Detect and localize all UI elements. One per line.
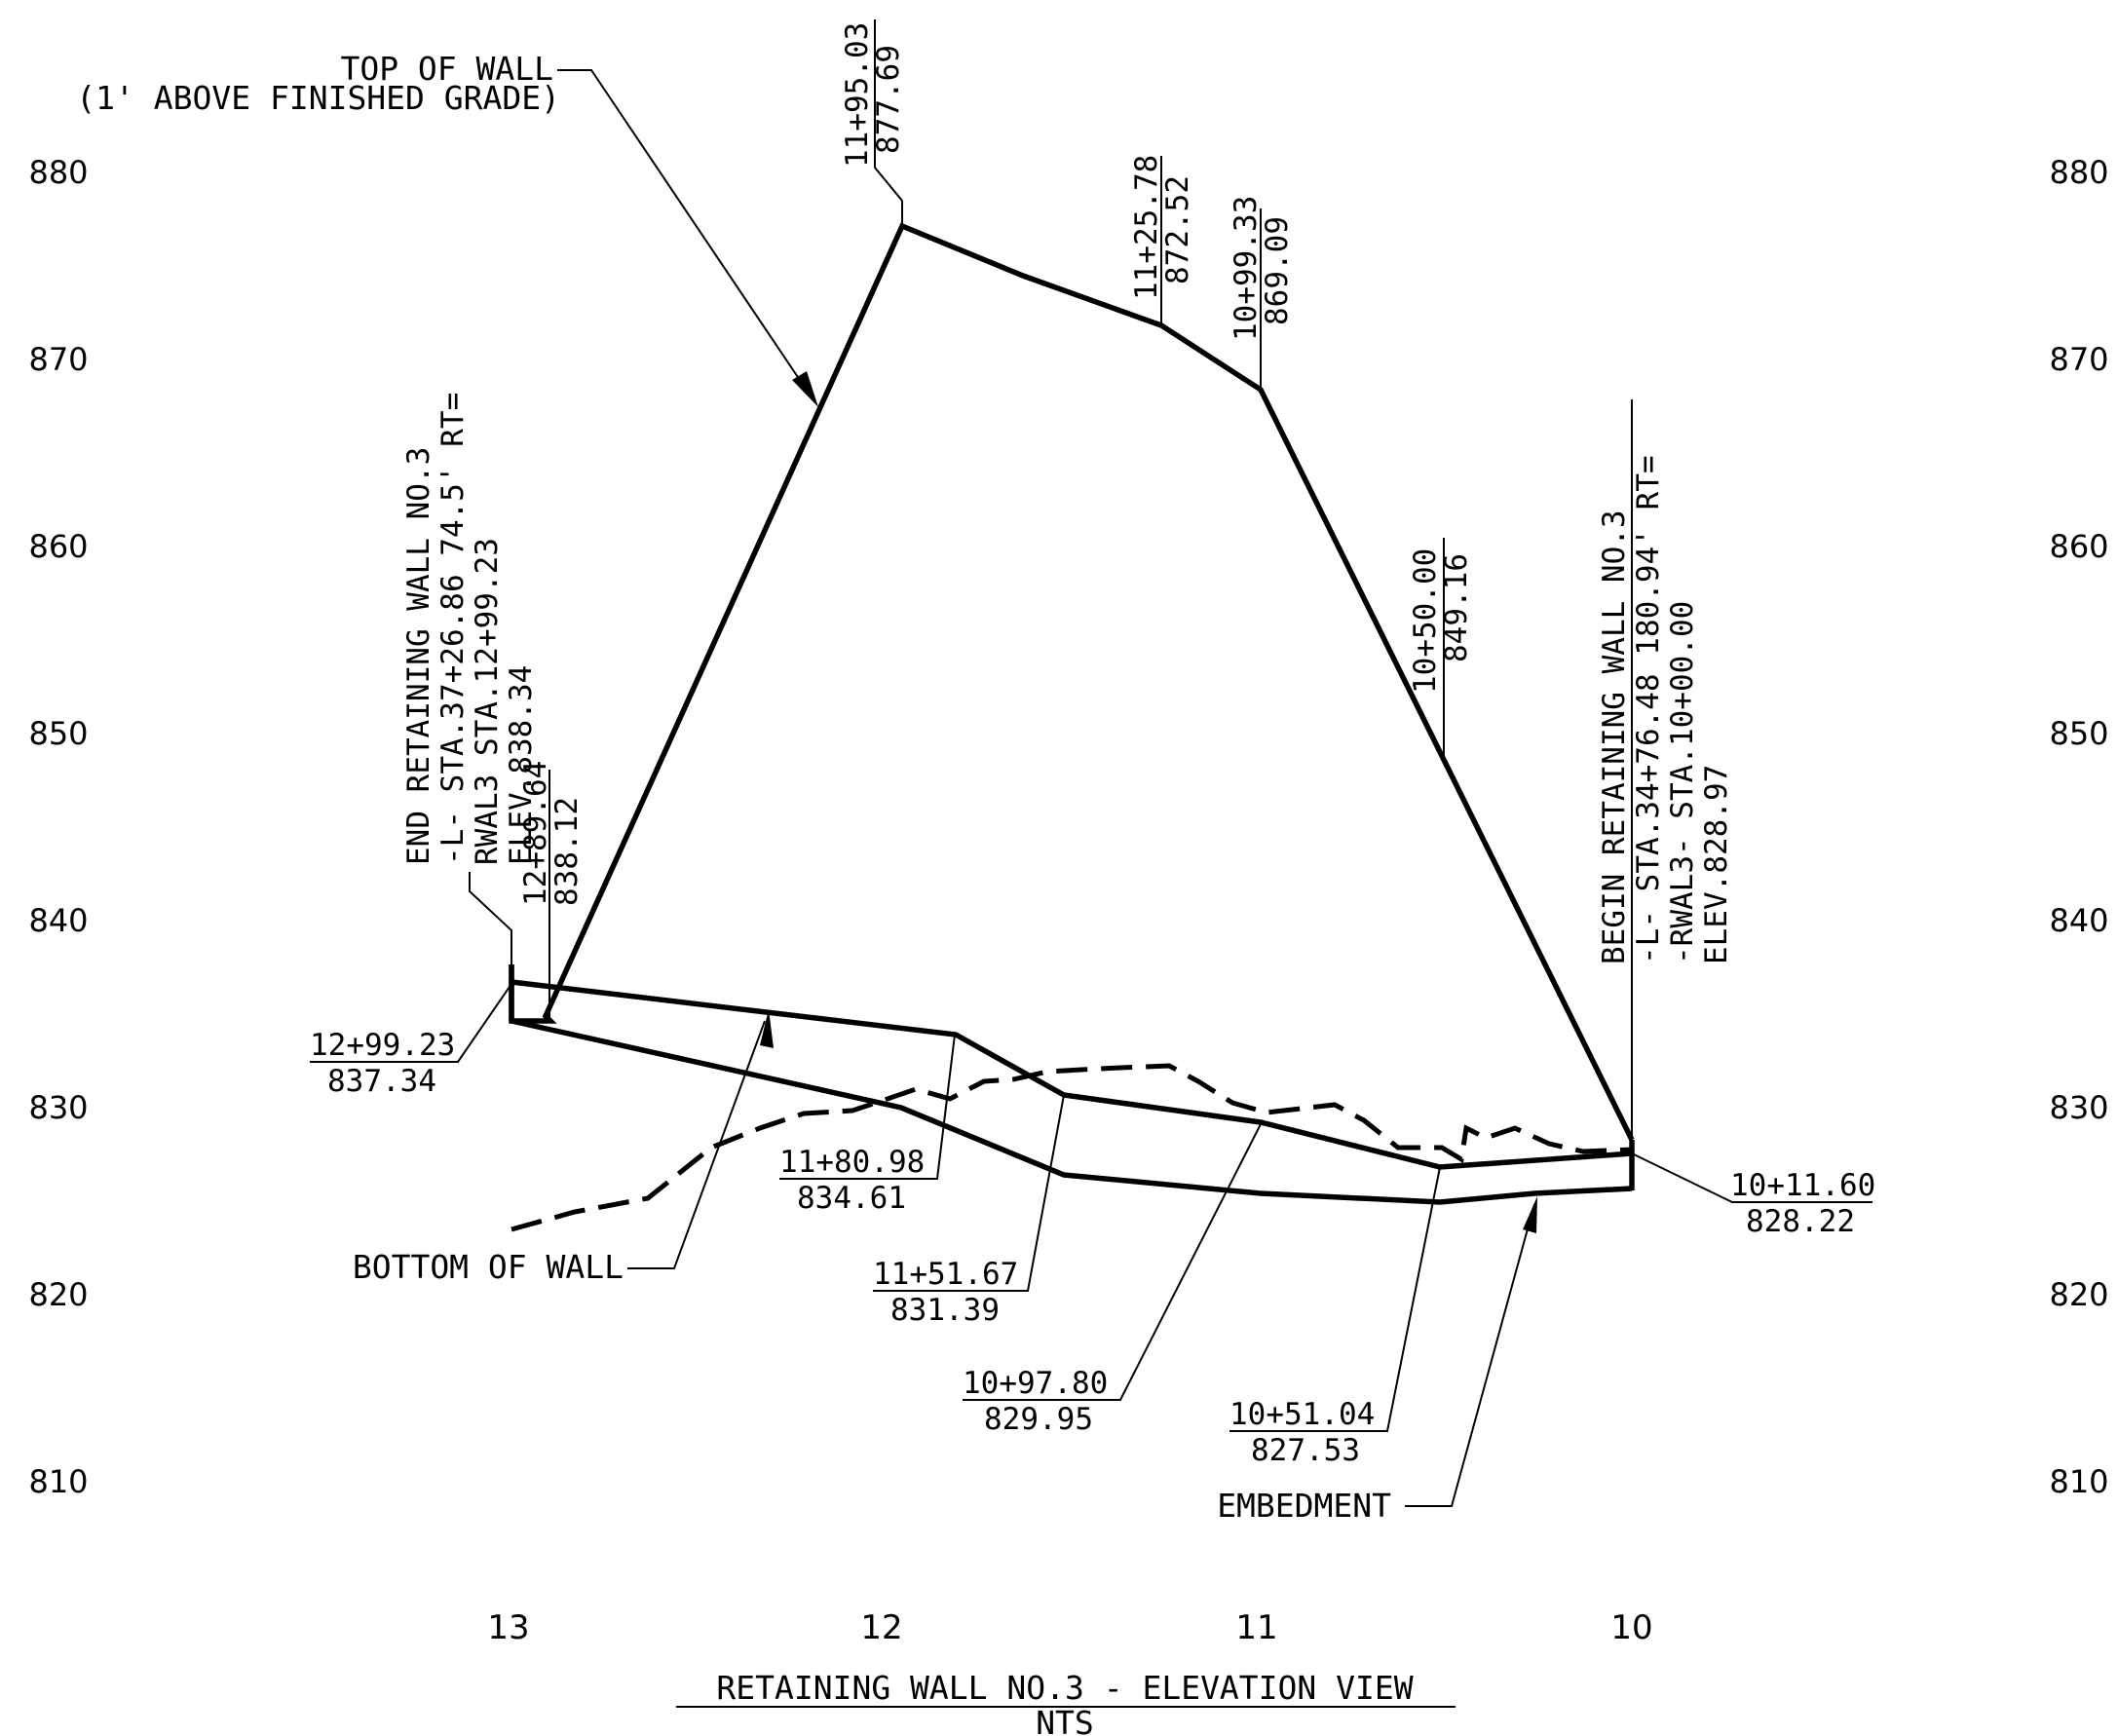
bottom-callout-10-51-04: 10+51.04 827.53 [1229,1166,1441,1468]
top-callout-11-95-03: 11+95.03 877.69 [840,19,906,202]
callout-station: 12+89.64 [518,761,553,906]
y-tick-860-left: 860 [28,528,88,565]
callout-station: 11+80.98 [779,1145,925,1180]
callout-elevation: 827.53 [1251,1433,1360,1468]
bottom-callout-11-51-67: 11+51.67 831.39 [873,1094,1065,1328]
top-callout-12-89-64: 12+89.64 838.12 [518,761,585,1018]
x-tick-11: 11 [1235,1608,1277,1647]
bottom-of-wall-arrowhead [760,1009,774,1048]
bottom-of-wall-leader [627,1020,766,1269]
drawing-scale: NTS [1036,1704,1094,1736]
end-note-leader [469,872,512,966]
x-axis-stations: 13 12 11 10 [487,1608,1652,1647]
begin-note-line2: -L- STA.34+76.48 180.94' RT= [1631,455,1666,964]
y-tick-850-right: 850 [2049,715,2108,752]
embedment-callout: EMBEDMENT [1217,1196,1537,1525]
drawing-title: RETAINING WALL NO.3 - ELEVATION VIEW [716,1669,1413,1707]
callout-elevation: 834.61 [797,1181,906,1216]
callout-leader [874,19,903,202]
callout-station: 10+97.80 [963,1366,1108,1401]
bottom-callout-11-80-98: 11+80.98 834.61 [779,1034,956,1216]
x-tick-10: 10 [1610,1608,1652,1647]
top-of-wall-arrowhead [792,371,818,407]
bottom-callout-12-99-23: 12+99.23 837.34 [310,983,512,1099]
end-note-line3: RWAL3 STA.12+99.23 [470,538,505,865]
drawing-title-block: RETAINING WALL NO.3 - ELEVATION VIEW NTS [676,1669,1456,1736]
y-tick-820-left: 820 [28,1276,88,1313]
top-callout-11-25-78: 11+25.78 872.52 [1129,155,1195,325]
y-axis-right: 880 870 860 850 840 830 820 810 [2049,154,2108,1500]
callout-elevation: 831.39 [890,1293,1000,1328]
callout-leader [1229,1166,1441,1432]
bottom-of-wall-callout: BOTTOM OF WALL [353,1009,774,1286]
begin-note-line3: -RWAL3- STA.10+00.00 [1665,601,1700,964]
callout-station: 11+95.03 [840,22,875,168]
embedment-line [511,1018,1633,1205]
callout-elevation: 877.69 [871,45,906,154]
bottom-of-wall-label: BOTTOM OF WALL [353,1248,624,1286]
callout-station: 10+11.60 [1730,1168,1875,1203]
callout-station: 11+51.67 [873,1257,1018,1292]
top-of-wall-note: (1' ABOVE FINISHED GRADE) [76,79,560,117]
top-callout-10-99-33: 10+99.33 869.09 [1229,196,1295,390]
y-tick-830-right: 830 [2049,1089,2108,1126]
callout-elevation: 838.12 [549,797,585,906]
callout-leader [310,983,512,1063]
end-wall-note: END RETAINING WALL NO.3 -L- STA.37+26.86… [401,393,539,966]
y-tick-870-right: 870 [2049,341,2108,378]
y-tick-810-left: 810 [28,1463,88,1500]
y-axis-left: 880 870 860 850 840 830 820 810 [28,154,88,1500]
callout-elevation: 872.52 [1160,175,1195,284]
y-tick-840-left: 840 [28,902,88,939]
callout-leader [1631,1152,1872,1203]
callout-elevation: 869.09 [1260,216,1295,325]
begin-note-line4: ELEV.828.97 [1699,765,1734,964]
callout-station: 10+99.33 [1229,196,1264,341]
callout-elevation: 829.95 [984,1402,1093,1437]
callout-leader [963,1119,1264,1401]
callout-leader [873,1094,1065,1292]
callout-leader [779,1034,956,1180]
top-callout-10-50-00: 10+50.00 849.16 [1408,538,1474,762]
bottom-callout-10-97-80: 10+97.80 829.95 [963,1119,1264,1437]
top-of-wall-callout: TOP OF WALL (1' ABOVE FINISHED GRADE) [76,50,818,407]
y-tick-880-right: 880 [2049,154,2108,191]
y-tick-880-left: 880 [28,154,88,191]
top-of-wall-label: TOP OF WALL [340,50,553,88]
embedment-leader [1405,1203,1535,1507]
existing-ground-line [511,1063,1633,1232]
embedment-label: EMBEDMENT [1217,1487,1391,1525]
begin-wall-note: BEGIN RETAINING WALL NO.3 -L- STA.34+76.… [1597,399,1734,1140]
callout-station: 10+50.00 [1408,548,1443,694]
end-note-line2: -L- STA.37+26.86 74.5' RT= [435,393,471,865]
callout-station: 11+25.78 [1129,155,1164,300]
bottom-callout-10-11-60: 10+11.60 828.22 [1631,1152,1875,1239]
callout-station: 12+99.23 [310,1028,455,1063]
x-tick-13: 13 [487,1608,529,1647]
y-tick-830-left: 830 [28,1089,88,1126]
y-tick-810-right: 810 [2049,1463,2108,1500]
y-tick-860-right: 860 [2049,528,2108,565]
y-tick-820-right: 820 [2049,1276,2108,1313]
y-tick-870-left: 870 [28,341,88,378]
y-tick-850-left: 850 [28,715,88,752]
x-tick-12: 12 [860,1608,902,1647]
begin-note-line1: BEGIN RETAINING WALL NO.3 [1597,509,1632,964]
callout-elevation: 828.22 [1746,1204,1855,1239]
y-tick-840-right: 840 [2049,902,2108,939]
callout-elevation: 837.34 [327,1064,436,1099]
end-note-line4: ELEV.838.34 [504,665,539,865]
top-of-wall-leader [557,69,813,398]
end-note-line1: END RETAINING WALL NO.3 [401,447,436,865]
callout-station: 10+51.04 [1229,1397,1375,1432]
embedment-arrowhead [1523,1196,1537,1233]
